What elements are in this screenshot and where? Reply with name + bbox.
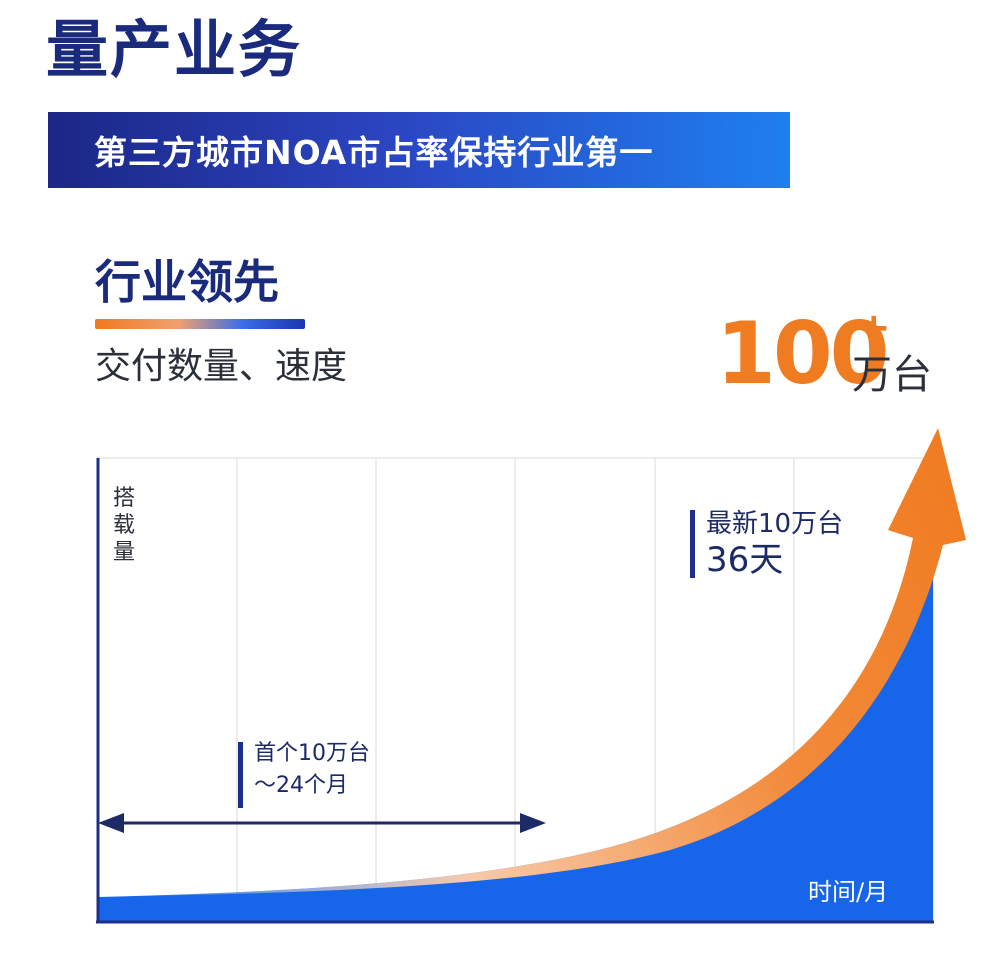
subtitle-underline xyxy=(95,319,305,329)
y-axis-label: 搭载量 xyxy=(113,486,136,565)
annotation-line: 首个10万台 xyxy=(254,741,370,766)
annotation-line: ～24个月 xyxy=(254,773,348,798)
banner-text: 第三方城市NOA市占率保持行业第一 xyxy=(94,133,654,172)
double-arrow-icon xyxy=(98,813,546,833)
annotation-line: 最新10万台 xyxy=(706,509,844,539)
section-subtitle: 行业领先 xyxy=(95,255,279,309)
page-title: 量产业务 xyxy=(46,13,303,86)
headline-banner: 第三方城市NOA市占率保持行业第一 xyxy=(48,112,790,188)
highlight-unit: 万台 xyxy=(852,352,932,398)
highlight-plus: + xyxy=(857,305,891,351)
section-description: 交付数量、速度 xyxy=(95,346,348,387)
annotation-marker xyxy=(690,510,695,578)
annotation-line: 36天 xyxy=(706,540,784,580)
highlight-value: 100 xyxy=(716,304,890,404)
annotation-latest: 最新10万台 36天 xyxy=(690,506,843,578)
annotation-first: 首个10万台 ～24个月 xyxy=(238,738,370,808)
annotation-marker xyxy=(238,742,243,808)
x-axis-label: 时间/月 xyxy=(808,878,889,906)
